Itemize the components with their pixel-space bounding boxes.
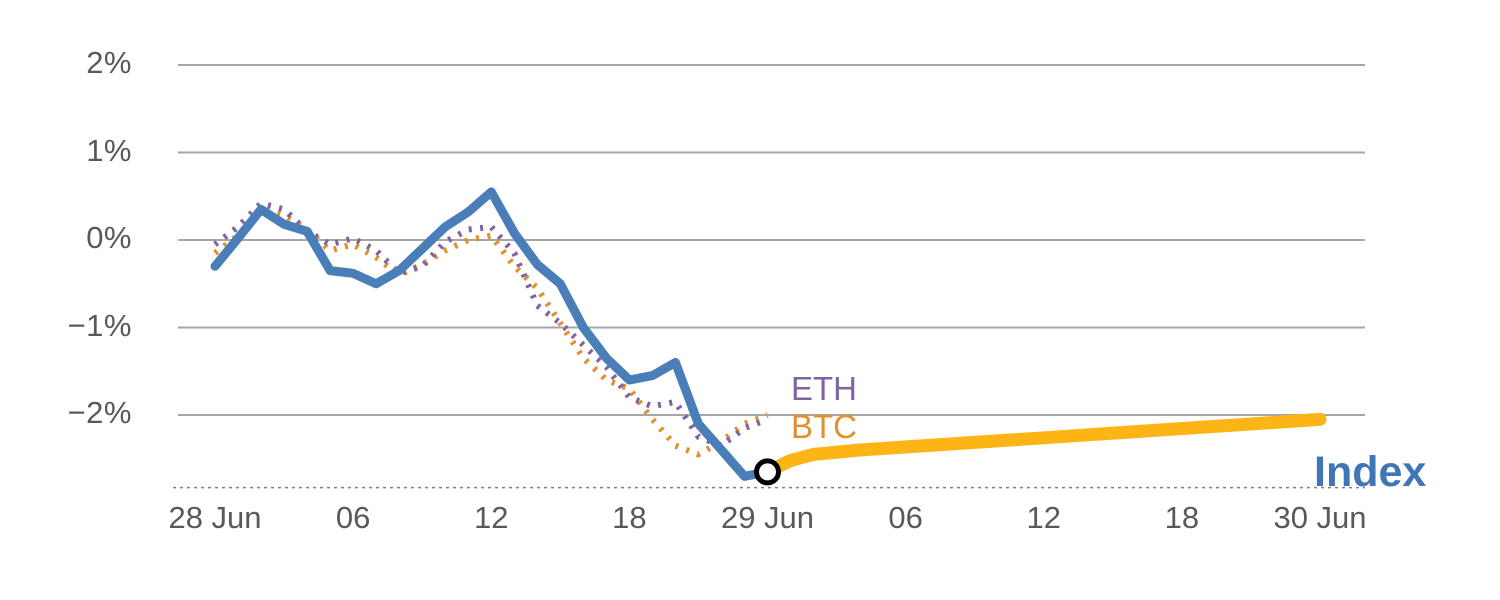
x-axis-tick-label: 06: [888, 500, 923, 535]
x-axis-tick-label: 18: [1164, 500, 1200, 535]
x-axis-tick-label: 06: [335, 500, 371, 535]
y-axis-tick-label: −1%: [67, 307, 132, 343]
series-line-index: [210, 187, 772, 481]
y-axis-tick-label: −2%: [67, 395, 132, 430]
x-axis-tick-label: 12: [474, 500, 509, 535]
y-axis-tick-label: 0%: [86, 220, 132, 255]
btc-series-label: BTC: [791, 408, 857, 445]
x-axis-tick-label: 12: [1026, 500, 1061, 535]
x-axis-tick-label: 29 Jun: [720, 500, 815, 535]
x-axis-tick-label: 18: [612, 500, 647, 535]
x-axis-tick-label: 28 Jun: [168, 500, 262, 535]
x-axis-tick-label: 30 Jun: [1273, 500, 1367, 535]
series-line-index-projection: [761, 412, 1327, 479]
y-axis-tick-label: 2%: [86, 45, 132, 80]
eth-series-label: ETH: [791, 370, 857, 407]
current-point-marker: [754, 458, 781, 486]
index-series-label: Index: [1314, 448, 1427, 496]
y-axis-tick-label: 1%: [86, 132, 132, 168]
